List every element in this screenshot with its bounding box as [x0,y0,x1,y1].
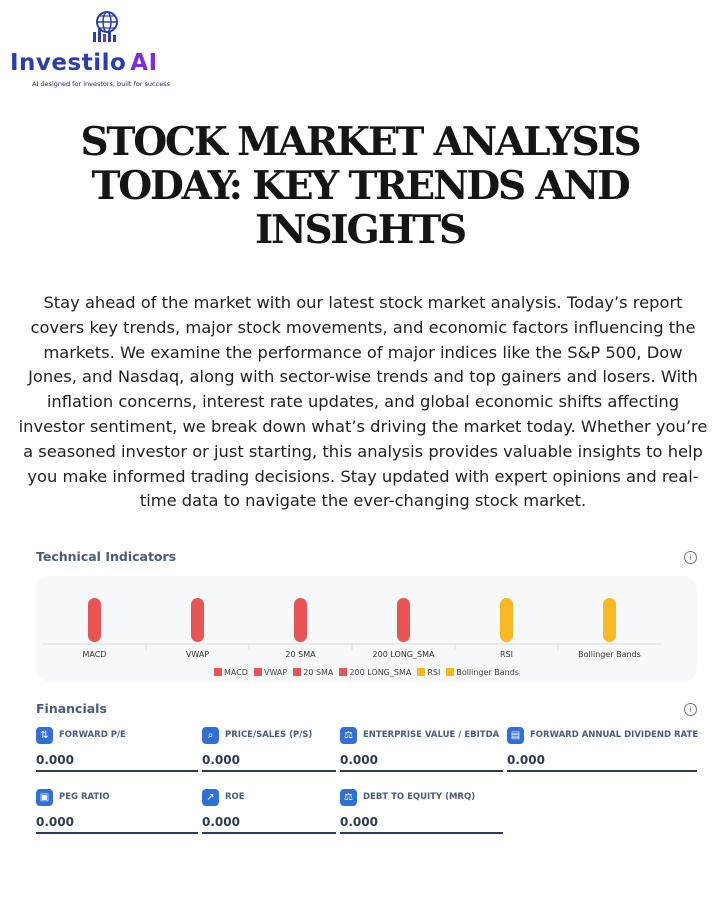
brand-logo: Investilo AI AI designed for investors, b… [10,8,200,88]
metric-underline [36,832,198,834]
technical-indicators-heading: Technical Indicators [36,549,177,564]
metric-label: FORWARD P/E [59,730,126,740]
metric-label: ENTERPRISE VALUE / EBITDA [363,730,500,740]
intro-paragraph: Stay ahead of the market with our latest… [18,293,708,511]
legend-label: VWAP [263,668,288,677]
bar-bollinger-bands[interactable] [603,598,616,642]
indicator-bar-chart: MACD VWAP 20 SMA 200 LONG_SMA RSI Bollinger B… [43,598,661,659]
bar-rsi[interactable] [500,598,513,642]
legend-item[interactable]: Bollinger Bands [446,668,519,677]
cash-icon: ▣ [36,789,53,806]
legend-swatch [339,668,348,676]
legend-item[interactable]: MACD [213,668,248,677]
legend-swatch [213,668,222,676]
financial-metric-roe: ↗ ROE 0.000 [202,789,336,835]
chart-legend: MACD VWAP 20 SMA 200 LONG_SMA RSI Bollinger B… [36,668,697,677]
metric-underline [340,832,503,834]
globe-building-logo-icon [93,11,118,42]
metric-header: ↗ ROE [202,789,336,809]
legend-label: RSI [427,668,441,677]
metric-header: ⌕ PRICE/SALES (P/S) [202,727,336,747]
x-tick-label: Bollinger Bands [578,650,641,659]
x-tick-label: 20 SMA [285,650,316,659]
page-title: STOCK MARKET ANALYSIS TODAY: KEY TRENDS … [0,120,720,252]
metric-value: 0.000 [36,753,74,767]
metric-label: PRICE/SALES (P/S) [225,730,313,740]
legend-item[interactable]: VWAP [253,668,288,677]
financial-metric-peg-ratio: ▣ PEG RATIO 0.000 [36,789,198,835]
document-icon: ▤ [507,727,524,744]
metric-value: 0.000 [340,753,378,767]
bar-vwap[interactable] [191,598,204,642]
x-tick-label: VWAP [186,650,209,659]
bar-200-long-sma[interactable] [397,598,410,642]
technical-indicators-chart: MACD VWAP 20 SMA 200 LONG_SMA RSI Bollinger B… [36,576,697,682]
scale-icon: ⚖ [340,789,357,806]
metric-label: PEG RATIO [59,792,110,802]
metric-label: FORWARD ANNUAL DIVIDEND RATE [530,730,699,740]
financial-metric-price-sales-p-s: ⌕ PRICE/SALES (P/S) 0.000 [202,727,336,773]
magnifier-icon: ⌕ [202,727,219,744]
title-line-3: INSIGHTS [254,207,467,253]
legend-item[interactable]: RSI [417,668,440,677]
legend-item[interactable]: 200 LONG_SMA [339,668,411,677]
metric-label: ROE [225,792,245,802]
legend-item[interactable]: 20 SMA [293,668,333,677]
legend-swatch [293,668,302,676]
metric-underline [202,832,336,834]
metric-underline [507,770,697,772]
x-tick-label: RSI [500,650,513,659]
title-line-2: TODAY: KEY TRENDS AND [91,163,630,209]
financial-metric-forward-annual-dividend-rate: ▤ FORWARD ANNUAL DIVIDEND RATE 0.000 [507,727,699,773]
metric-header: ⇅ FORWARD P/E [36,727,198,747]
metric-value: 0.000 [340,815,378,829]
logo-name: Investilo [10,50,127,76]
metric-value: 0.000 [36,815,74,829]
legend-label: MACD [223,668,248,677]
financial-metric-debt-to-equity-mrq: ⚖ DEBT TO EQUITY (MRQ) 0.000 [340,789,503,835]
financial-metric-enterprise-value-ebitda: ⚖ ENTERPRISE VALUE / EBITDA 0.000 [340,727,503,773]
x-tick-label: MACD [83,650,107,659]
metric-value: 0.000 [202,753,240,767]
metric-underline [36,770,198,772]
metric-underline [340,770,503,772]
legend-label: 200 LONG_SMA [349,668,412,677]
info-icon[interactable]: i [684,703,697,716]
metric-header: ▣ PEG RATIO [36,789,198,809]
metric-value: 0.000 [507,753,545,767]
scale-icon: ⚖ [340,727,357,744]
metric-header: ⚖ ENTERPRISE VALUE / EBITDA [340,727,503,747]
financial-metric-forward-p-e: ⇅ FORWARD P/E 0.000 [36,727,198,773]
info-icon[interactable]: i [684,551,697,564]
bar-macd[interactable] [88,598,101,642]
financials-heading: Financials [36,701,107,716]
metric-underline [202,770,336,772]
title-line-1: STOCK MARKET ANALYSIS [80,119,641,165]
logo-tagline: AI designed for investors, built for suc… [32,80,170,88]
legend-label: Bollinger Bands [456,668,519,677]
logo-wordmark: Investilo AI [10,50,158,76]
legend-swatch [446,668,455,676]
legend-label: 20 SMA [303,668,334,677]
x-tick-label: 200 LONG_SMA [373,650,435,659]
legend-swatch [417,668,426,676]
metric-header: ⚖ DEBT TO EQUITY (MRQ) [340,789,503,809]
metric-label: DEBT TO EQUITY (MRQ) [363,792,476,802]
metric-header: ▤ FORWARD ANNUAL DIVIDEND RATE [507,727,699,747]
metric-value: 0.000 [202,815,240,829]
logo-ai: AI [130,50,158,76]
sort-icon: ⇅ [36,727,53,744]
bar-20-sma[interactable] [294,598,307,642]
legend-swatch [253,668,262,676]
chart-growth-icon: ↗ [202,789,219,806]
